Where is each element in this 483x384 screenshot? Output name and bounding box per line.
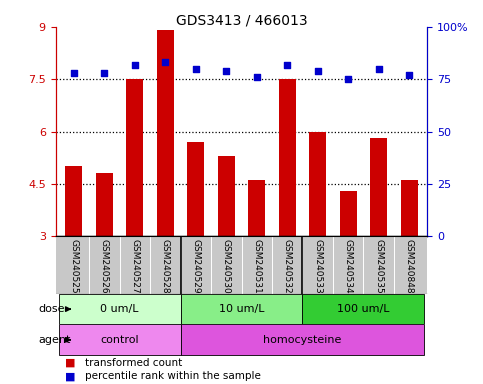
Bar [279,79,296,236]
Text: transformed count: transformed count [85,358,182,368]
Text: GSM240533: GSM240533 [313,239,322,294]
Point [100,70,108,76]
Point [192,66,199,72]
Text: GSM240525: GSM240525 [70,239,78,294]
Bar [309,132,326,236]
Text: GSM240527: GSM240527 [130,239,139,294]
Point [222,68,230,74]
Point [375,66,383,72]
Text: 100 um/L: 100 um/L [337,304,390,314]
Bar [96,174,113,236]
Text: GSM240528: GSM240528 [161,239,170,294]
Bar [157,30,174,236]
Text: agent: agent [38,335,71,345]
Bar [340,191,356,236]
Bar [187,142,204,236]
Text: percentile rank within the sample: percentile rank within the sample [85,371,260,381]
Bar [66,166,82,236]
Point [70,70,78,76]
Text: GSM240530: GSM240530 [222,239,231,294]
Text: dose: dose [38,304,65,314]
Bar [58,324,181,355]
Bar [181,294,302,324]
Point [344,76,352,82]
Text: GSM240535: GSM240535 [374,239,383,294]
Bar [181,324,425,355]
Text: 10 um/L: 10 um/L [219,304,264,314]
Point [314,68,322,74]
Bar [248,180,265,236]
Point [253,74,261,80]
Bar [58,294,181,324]
Point [161,60,169,66]
Text: GSM240534: GSM240534 [344,239,353,294]
Text: 0 um/L: 0 um/L [100,304,139,314]
Text: ■: ■ [65,371,76,381]
Text: ■: ■ [65,358,76,368]
Bar [302,294,425,324]
Bar [370,139,387,236]
Text: GSM240848: GSM240848 [405,239,413,294]
Text: control: control [100,335,139,345]
Text: GDS3413 / 466013: GDS3413 / 466013 [176,13,307,27]
Text: GSM240531: GSM240531 [252,239,261,294]
Bar [401,180,417,236]
Text: GSM240529: GSM240529 [191,239,200,294]
Point [131,61,139,68]
Text: homocysteine: homocysteine [263,335,341,345]
Point [284,61,291,68]
Bar [127,79,143,236]
Bar [218,156,235,236]
Point [405,72,413,78]
Text: GSM240532: GSM240532 [283,239,292,294]
Text: GSM240526: GSM240526 [100,239,109,294]
